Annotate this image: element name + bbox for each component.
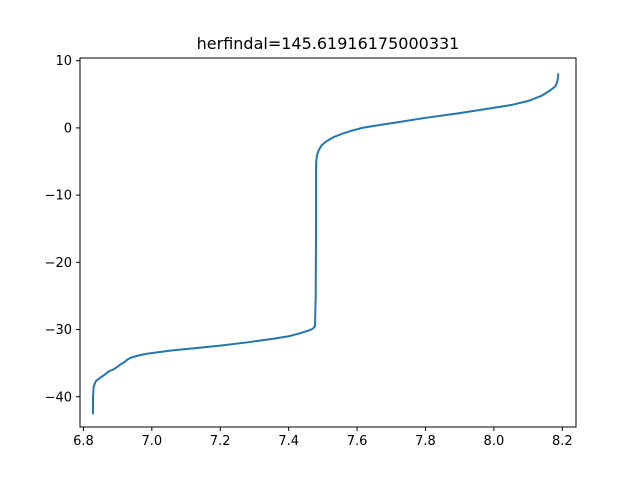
y-tick-label: 0 (64, 121, 72, 136)
series-line-1 (92, 73, 560, 415)
plot-area (92, 73, 560, 415)
x-tick-label: 7.2 (210, 434, 231, 449)
y-tick-label: −10 (45, 189, 72, 204)
chart-title: herfindal=145.61916175000331 (197, 34, 460, 53)
y-tick-label: −20 (45, 256, 72, 271)
axes: 6.8 7.0 7.2 7.4 7.6 7.8 8.0 8.2 10 0 −10 −20 −30 −40 (45, 54, 577, 449)
y-tick-label: −40 (45, 390, 72, 405)
x-tick-label: 7.4 (278, 434, 299, 449)
x-tick-label: 7.6 (347, 434, 368, 449)
x-tick-label: 8.2 (552, 434, 573, 449)
x-tick-label: 8.0 (484, 434, 505, 449)
y-tick-label: 10 (55, 54, 72, 69)
x-tick-label: 6.8 (73, 434, 94, 449)
axes-frame (79, 57, 577, 428)
x-tick-label: 7.0 (141, 434, 162, 449)
x-tick-label: 7.8 (415, 434, 436, 449)
y-tick-label: −30 (45, 323, 72, 338)
